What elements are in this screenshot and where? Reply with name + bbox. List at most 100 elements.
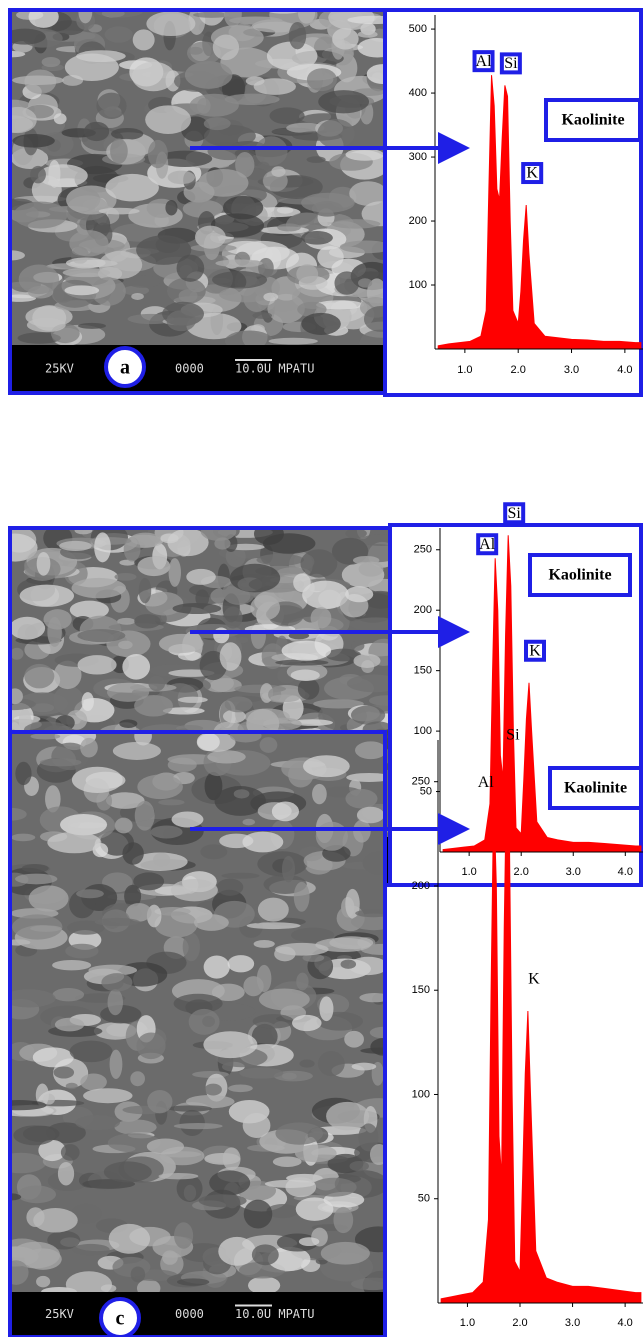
flake [234,789,250,798]
flake [275,943,328,956]
flake [83,1088,132,1103]
flake [301,193,355,213]
flake [72,578,126,598]
flake [10,648,23,660]
flake [31,733,61,739]
flake [318,90,369,113]
flake [13,202,67,229]
flake [11,834,35,842]
flake [147,1138,184,1154]
flake [179,1110,204,1136]
flake [256,554,304,566]
flake [15,762,31,785]
flake [167,310,196,331]
flake [19,264,59,294]
flake [47,832,101,853]
y-tick-label: 50 [418,1193,430,1205]
flake [80,738,98,758]
flake [26,1207,44,1227]
flake [282,641,331,661]
y-tick-label: 100 [412,1088,430,1100]
flake [333,1207,353,1233]
x-tick-label: 3.0 [566,866,581,878]
flake [47,617,62,647]
sem-image: 25KV000010.0U MPATU [0,726,411,1337]
peak-label: K [528,971,540,988]
flake [326,1102,369,1131]
flake [341,959,356,968]
flake [72,1244,110,1255]
flake [252,1244,279,1265]
flake [30,925,62,931]
flake [183,933,200,962]
flake [254,940,275,948]
flake [33,1047,74,1067]
peak-label: Al [479,536,496,553]
flake [133,872,164,890]
flake [137,557,170,577]
flake [171,879,218,901]
flake [301,313,341,335]
flake [105,174,158,201]
flake [111,128,143,140]
flake [158,1173,198,1179]
flake [134,614,160,628]
flake [296,1197,334,1221]
flake [110,1050,123,1079]
flake [247,922,301,929]
flake [358,31,378,38]
flake [113,742,161,760]
flake [260,737,278,753]
flake [130,533,160,546]
flake [95,918,140,926]
flake [344,1031,364,1048]
flake [195,226,226,249]
flake [289,22,306,49]
flake [167,278,206,304]
flake [22,864,49,873]
flake [204,1084,221,1096]
flake [146,11,195,36]
flake [135,801,155,831]
flake [136,1032,165,1059]
flake [150,826,182,839]
flake [109,1224,150,1254]
flake [133,29,155,50]
flake [218,1237,256,1266]
flake [198,169,248,197]
flake [66,1083,78,1089]
flake [148,676,165,691]
flake [213,627,229,643]
flake [139,578,152,603]
flake [52,960,91,970]
flake [236,637,248,643]
flake [265,1180,315,1188]
flake [174,1123,223,1129]
sem-label: 25KV [45,1307,74,1321]
flake [357,807,384,824]
flake [243,1113,271,1138]
flake [145,105,191,134]
flake [160,533,178,543]
flake [58,1162,74,1186]
flake [12,75,64,85]
flake [358,278,372,287]
flake [200,844,227,859]
flake [54,1066,74,1078]
flake [54,113,67,124]
flake [300,549,337,577]
flake [172,811,204,827]
flake [225,696,253,712]
flake [214,537,230,549]
flake [24,664,54,688]
flake [114,1119,156,1134]
flake [148,140,168,168]
flake [298,678,319,699]
flake [78,655,117,674]
flake [69,230,108,256]
flake [101,973,132,991]
flake [77,629,125,642]
flake [122,842,143,865]
flake [107,683,149,702]
peak-label: Si [504,55,518,72]
